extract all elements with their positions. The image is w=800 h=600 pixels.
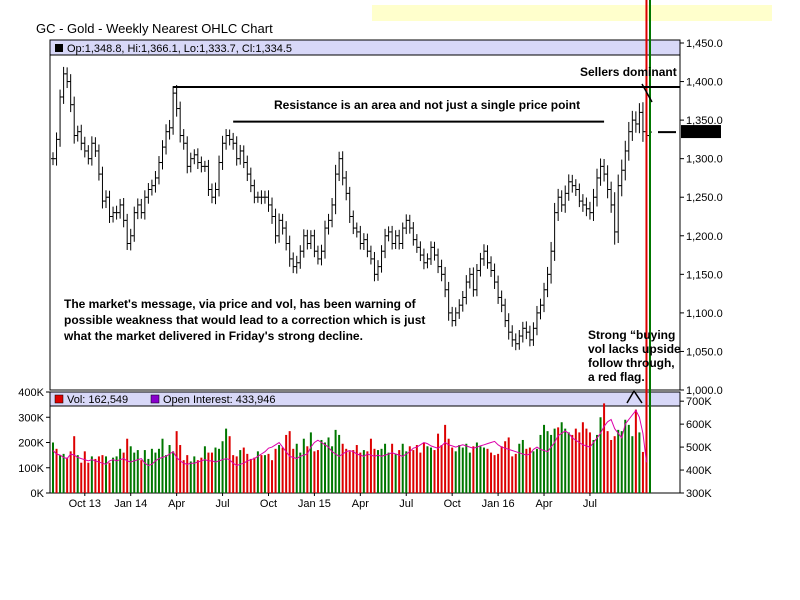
strong-buying-note-line: vol lacks upside: [588, 342, 681, 356]
price-tick-label: 1,450.0: [686, 38, 723, 50]
oi-legend-text: Open Interest: 433,946: [163, 394, 276, 406]
price-tick-label: 1,050.0: [686, 346, 723, 358]
oi-legend-swatch: [150, 394, 160, 404]
strong-buying-note-line: follow through,: [588, 356, 675, 370]
price-tick-label: 1,100.0: [686, 308, 723, 320]
volume-axis-left: 0K 100K 200K 300K 400K: [18, 387, 50, 500]
volume-legend-swatch: [54, 394, 64, 404]
time-tick-label: Jan 14: [114, 498, 147, 510]
volume-tick-label: 200K: [18, 438, 44, 450]
time-tick-label: Jul: [583, 498, 597, 510]
volume-legend-text: Vol: 162,549: [67, 394, 128, 406]
annotations: Sellers dominant Resistance is an area an…: [63, 65, 681, 404]
market-message-line: possible weakness that would lead to a c…: [64, 313, 425, 327]
last-price-badge: [681, 125, 721, 139]
time-tick-label: Apr: [535, 498, 552, 510]
strong-buying-note-line: a red flag.: [588, 370, 645, 384]
time-tick-label: Jan 16: [482, 498, 515, 510]
strong-buying-note-line: Strong “buying: [588, 328, 675, 342]
open-interest-layer: [52, 409, 647, 467]
price-bars: [51, 66, 652, 351]
price-tick-label: 1,000.0: [686, 385, 723, 397]
price-tick-label: 1,300.0: [686, 154, 723, 166]
resistance-note: Resistance is an area and not just a sin…: [274, 98, 580, 112]
strong-buying-pointer: [626, 390, 635, 404]
market-message-line: what the market delivered in Friday's st…: [63, 329, 363, 343]
strong-buying-pointer: [633, 390, 643, 404]
open-interest-axis-right: 300K 400K 500K 600K 700K: [680, 396, 712, 500]
sellers-pointer: [641, 83, 653, 103]
sellers-dominant-note: Sellers dominant: [580, 65, 677, 79]
time-tick-label: Oct: [444, 498, 461, 510]
price-tick-label: 1,150.0: [686, 269, 723, 281]
volume-panel-header: [49, 391, 681, 407]
time-tick-label: Apr: [352, 498, 369, 510]
ohlc-legend-text: Op:1,348.8, Hi:1,366.1, Lo:1,333.7, Cl:1…: [67, 43, 292, 55]
oi-tick-label: 300K: [686, 488, 712, 500]
volume-tick-label: 300K: [18, 412, 44, 424]
oi-tick-label: 400K: [686, 465, 712, 477]
market-message-line: The market's message, via price and vol,…: [64, 297, 417, 311]
price-tick-label: 1,400.0: [686, 77, 723, 89]
last-price-label: 1,334.5: [684, 127, 721, 139]
price-panel-frame: [49, 39, 681, 391]
price-axis: 1,000.0 1,050.0 1,100.0 1,150.0 1,200.0 1,250…: [680, 38, 723, 397]
volume-bars: [52, 0, 651, 493]
open-interest-line: [52, 409, 647, 467]
oi-tick-label: 500K: [686, 442, 712, 454]
time-tick-label: Apr: [168, 498, 185, 510]
time-tick-label: Jul: [216, 498, 230, 510]
oi-tick-label: 700K: [686, 396, 712, 408]
time-tick-label: Jul: [399, 498, 413, 510]
time-tick-label: Oct: [260, 498, 277, 510]
volume-tick-label: 0K: [31, 488, 45, 500]
oi-tick-label: 600K: [686, 419, 712, 431]
price-tick-label: 1,200.0: [686, 231, 723, 243]
time-tick-label: Jan 15: [298, 498, 331, 510]
top-right-highlight-box: [372, 5, 772, 21]
volume-tick-label: 400K: [18, 387, 44, 399]
time-tick-label: Oct 13: [69, 498, 101, 510]
time-axis: Oct 13 Jan 14 Apr Jul Oct Jan 15 Apr Jul Oct Jan …: [69, 493, 597, 510]
ohlc-legend-swatch: [55, 44, 63, 52]
price-tick-label: 1,350.0: [686, 115, 723, 127]
volume-tick-label: 100K: [18, 463, 44, 475]
price-panel-header: [49, 39, 681, 56]
price-tick-label: 1,250.0: [686, 192, 723, 204]
chart-title: GC - Gold - Weekly Nearest OHLC Chart: [36, 21, 273, 36]
